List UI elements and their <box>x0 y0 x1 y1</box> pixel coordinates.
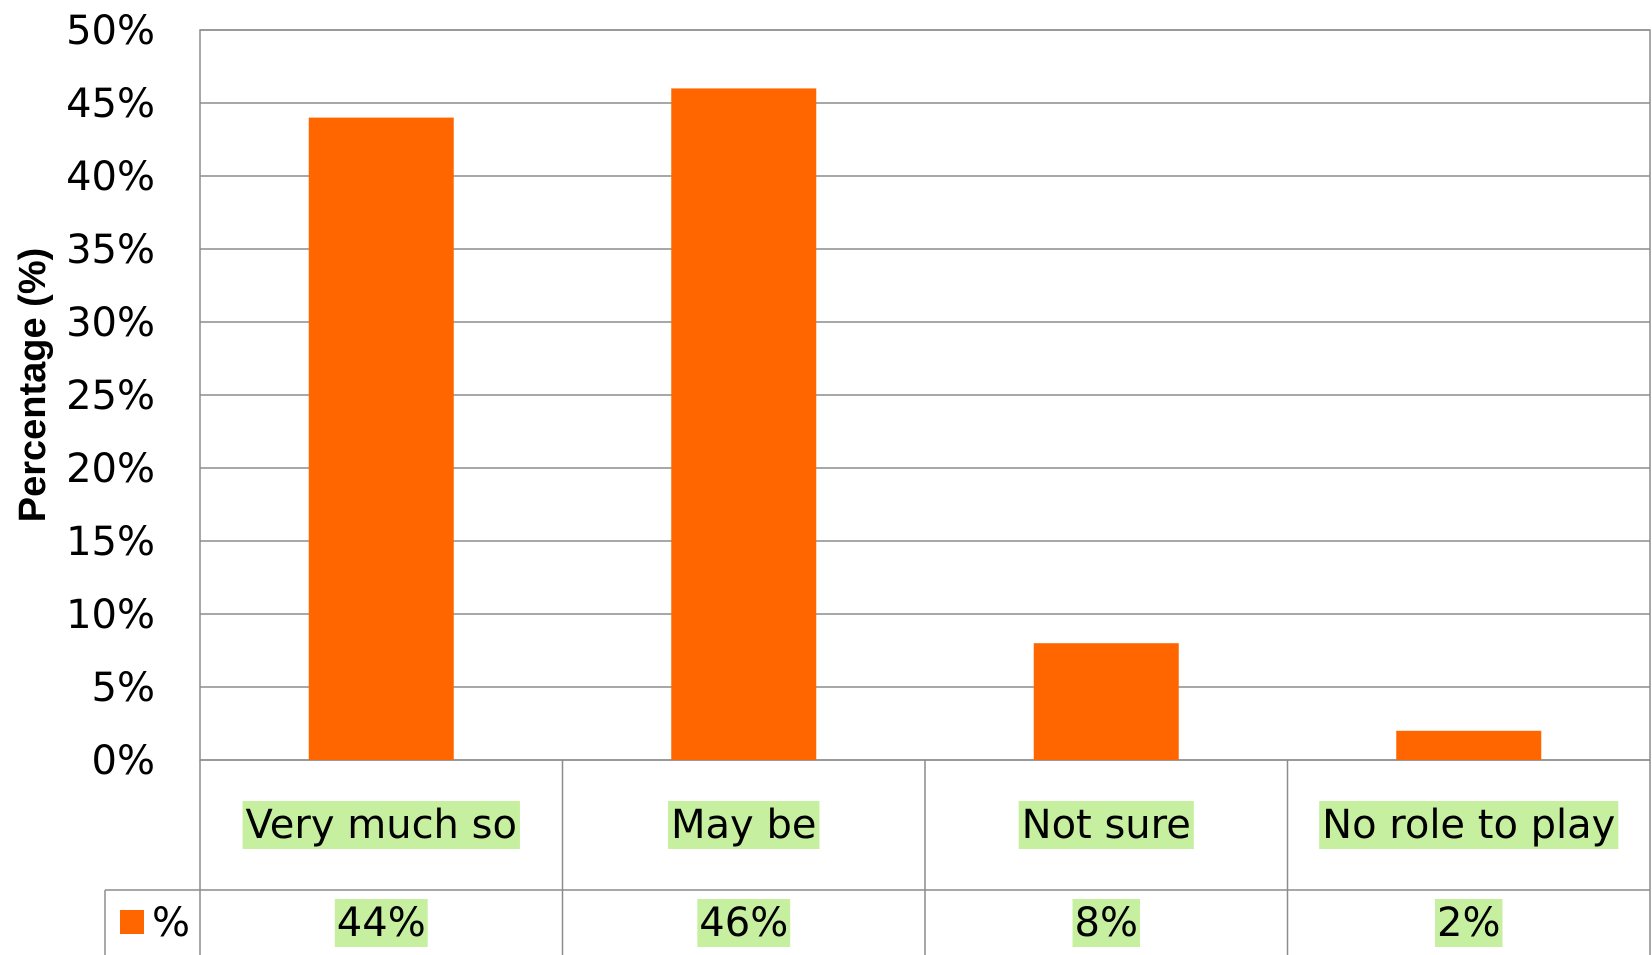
y-tick-label: 0% <box>92 738 155 784</box>
label-highlight <box>334 899 428 947</box>
bar <box>1033 643 1179 760</box>
legend-label: % <box>152 900 190 946</box>
data-label: 46% <box>699 900 788 946</box>
y-axis-title: Percentage (%) <box>12 248 54 523</box>
y-tick-label: 5% <box>92 665 155 711</box>
y-tick-label: 25% <box>66 373 155 419</box>
label-highlight <box>1319 801 1619 849</box>
y-tick-label: 30% <box>66 300 155 346</box>
label-highlight <box>668 801 820 849</box>
category-label: No role to play <box>1322 802 1615 848</box>
label-highlight <box>1072 899 1140 947</box>
label-highlight <box>697 899 791 947</box>
bar <box>308 117 454 761</box>
label-highlight <box>242 801 520 849</box>
data-label: 44% <box>337 900 426 946</box>
legend-swatch <box>120 910 144 934</box>
y-tick-label: 40% <box>66 154 155 200</box>
y-tick-label: 50% <box>66 8 155 54</box>
data-label: 8% <box>1075 900 1138 946</box>
y-tick-label: 20% <box>66 446 155 492</box>
label-highlight <box>1018 801 1194 849</box>
category-label: Not sure <box>1022 802 1191 848</box>
y-tick-label: 10% <box>66 592 155 638</box>
y-tick-label: 15% <box>66 519 155 565</box>
category-label: Very much so <box>246 802 517 848</box>
category-label: May be <box>671 802 816 848</box>
data-label: 2% <box>1437 900 1500 946</box>
bar <box>1396 730 1542 760</box>
y-tick-label: 45% <box>66 81 155 127</box>
label-highlight <box>1435 899 1503 947</box>
bar <box>671 88 817 760</box>
y-tick-label: 35% <box>66 227 155 273</box>
